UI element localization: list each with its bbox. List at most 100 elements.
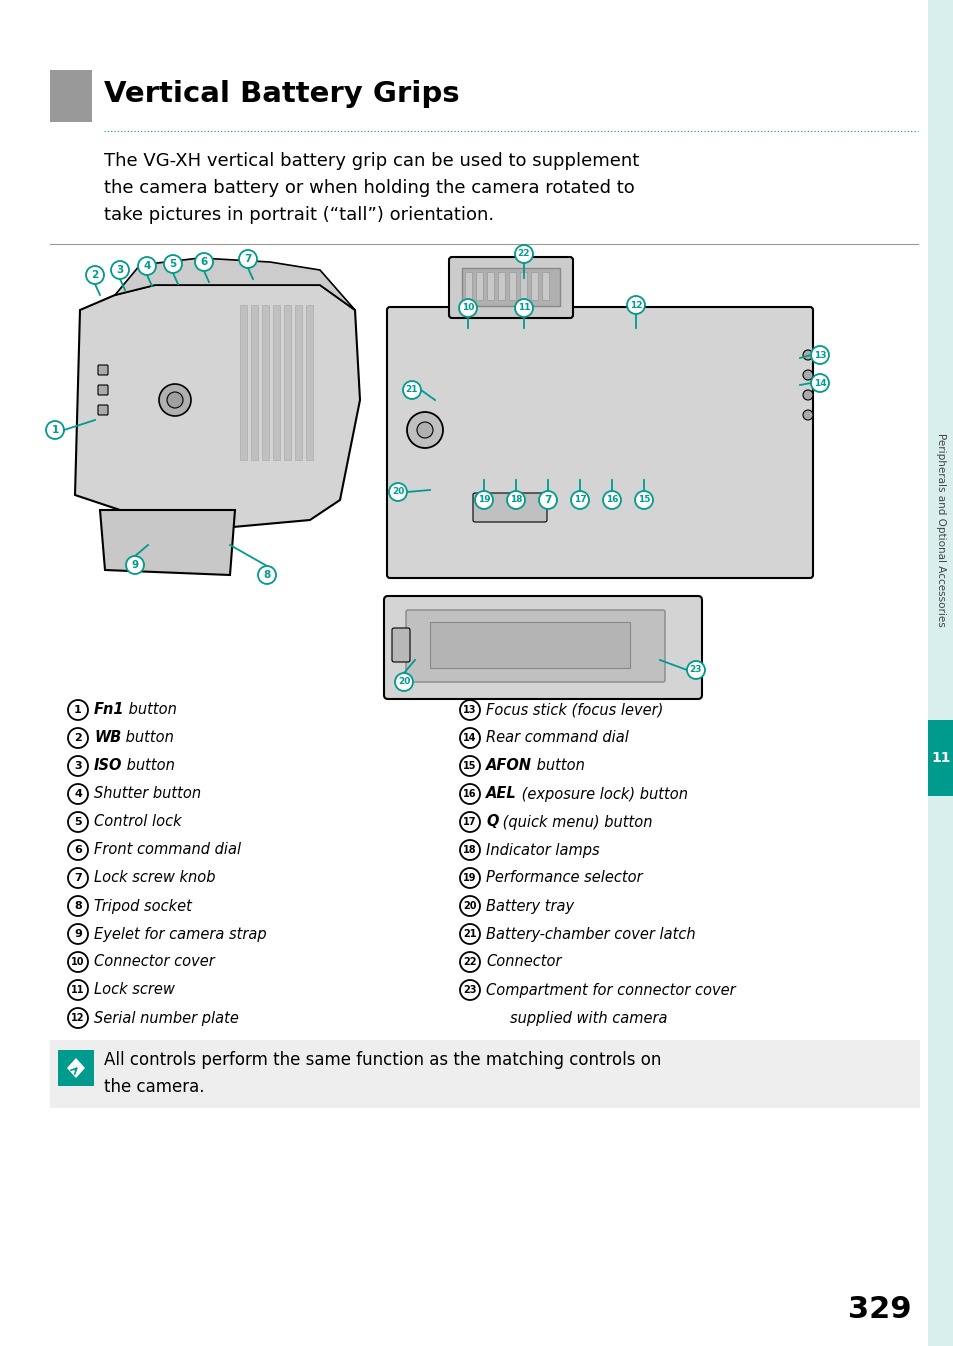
FancyBboxPatch shape <box>476 272 482 300</box>
Text: 6: 6 <box>74 845 82 855</box>
Text: 13: 13 <box>813 350 825 359</box>
Text: 22: 22 <box>463 957 476 966</box>
Circle shape <box>68 896 88 917</box>
Text: 5: 5 <box>170 258 176 269</box>
Text: 18: 18 <box>509 495 521 505</box>
Text: Front command dial: Front command dial <box>94 843 241 857</box>
Text: 20: 20 <box>392 487 404 497</box>
Circle shape <box>46 421 64 439</box>
Text: 13: 13 <box>463 705 476 715</box>
Text: button: button <box>122 759 175 774</box>
FancyBboxPatch shape <box>50 70 91 122</box>
Text: Lock screw knob: Lock screw knob <box>94 871 215 886</box>
Circle shape <box>515 245 533 262</box>
Circle shape <box>802 411 812 420</box>
Circle shape <box>194 253 213 271</box>
FancyBboxPatch shape <box>392 629 410 662</box>
Circle shape <box>802 370 812 380</box>
Circle shape <box>68 700 88 720</box>
FancyBboxPatch shape <box>473 493 546 522</box>
Circle shape <box>86 267 104 284</box>
FancyBboxPatch shape <box>387 307 812 577</box>
Text: WB: WB <box>94 731 121 746</box>
Text: (exposure lock) button: (exposure lock) button <box>517 786 687 801</box>
Text: button: button <box>532 759 584 774</box>
Text: 12: 12 <box>629 300 641 310</box>
Circle shape <box>68 812 88 832</box>
FancyBboxPatch shape <box>509 272 516 300</box>
Text: Vertical Battery Grips: Vertical Battery Grips <box>104 79 459 108</box>
Text: Connector cover: Connector cover <box>94 954 214 969</box>
Text: the camera battery or when holding the camera rotated to: the camera battery or when holding the c… <box>104 179 634 197</box>
Text: 10: 10 <box>461 303 474 312</box>
Circle shape <box>167 392 183 408</box>
Circle shape <box>395 673 413 690</box>
FancyBboxPatch shape <box>927 0 953 1346</box>
Text: Tripod socket: Tripod socket <box>94 899 192 914</box>
Circle shape <box>68 980 88 1000</box>
Text: 9: 9 <box>132 560 138 569</box>
Text: 19: 19 <box>463 874 476 883</box>
Circle shape <box>459 952 479 972</box>
Text: 11: 11 <box>930 751 950 765</box>
Circle shape <box>402 381 420 398</box>
Text: 17: 17 <box>463 817 476 826</box>
Circle shape <box>159 384 191 416</box>
FancyBboxPatch shape <box>531 272 537 300</box>
Circle shape <box>802 350 812 359</box>
Circle shape <box>459 812 479 832</box>
Text: 16: 16 <box>605 495 618 505</box>
FancyBboxPatch shape <box>306 306 313 460</box>
Polygon shape <box>75 285 359 530</box>
FancyBboxPatch shape <box>430 622 629 668</box>
Text: 14: 14 <box>813 378 825 388</box>
FancyBboxPatch shape <box>98 365 108 376</box>
FancyBboxPatch shape <box>541 272 548 300</box>
Circle shape <box>459 896 479 917</box>
Circle shape <box>459 728 479 748</box>
FancyBboxPatch shape <box>464 272 472 300</box>
Circle shape <box>407 412 442 448</box>
Circle shape <box>68 1008 88 1028</box>
Text: Indicator lamps: Indicator lamps <box>485 843 599 857</box>
FancyBboxPatch shape <box>251 306 257 460</box>
Text: 19: 19 <box>477 495 490 505</box>
Circle shape <box>68 923 88 944</box>
Text: 15: 15 <box>638 495 650 505</box>
Text: Battery tray: Battery tray <box>485 899 574 914</box>
Text: Compartment for connector cover: Compartment for connector cover <box>485 983 735 997</box>
Circle shape <box>458 299 476 318</box>
Circle shape <box>459 756 479 777</box>
Circle shape <box>506 491 524 509</box>
FancyBboxPatch shape <box>461 268 559 306</box>
Text: 3: 3 <box>74 760 82 771</box>
Text: 11: 11 <box>517 303 530 312</box>
Text: 22: 22 <box>517 249 530 258</box>
Circle shape <box>68 783 88 804</box>
Text: 15: 15 <box>463 760 476 771</box>
Text: 21: 21 <box>463 929 476 940</box>
Text: 4: 4 <box>143 261 151 271</box>
Text: (quick menu) button: (quick menu) button <box>497 814 652 829</box>
Text: 9: 9 <box>74 929 82 940</box>
FancyBboxPatch shape <box>497 272 504 300</box>
Circle shape <box>538 491 557 509</box>
Circle shape <box>459 783 479 804</box>
Circle shape <box>810 346 828 363</box>
Text: 14: 14 <box>463 734 476 743</box>
Text: Fn1: Fn1 <box>94 703 125 717</box>
Text: 16: 16 <box>463 789 476 800</box>
Circle shape <box>68 728 88 748</box>
Text: Serial number plate: Serial number plate <box>94 1011 238 1026</box>
Text: 7: 7 <box>244 254 252 264</box>
Text: ISO: ISO <box>94 759 122 774</box>
Circle shape <box>138 257 156 275</box>
Text: 12: 12 <box>71 1014 85 1023</box>
Text: 5: 5 <box>74 817 82 826</box>
Text: 7: 7 <box>74 874 82 883</box>
FancyBboxPatch shape <box>98 405 108 415</box>
Text: button: button <box>121 731 174 746</box>
Text: 20: 20 <box>463 900 476 911</box>
FancyBboxPatch shape <box>384 596 701 699</box>
Text: 1: 1 <box>74 705 82 715</box>
